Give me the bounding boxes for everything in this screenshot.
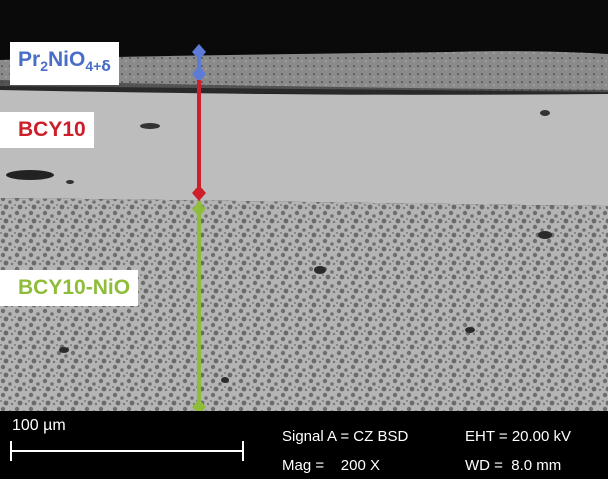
bcy10-layer (0, 90, 608, 206)
scale-bar-label: 100 µm (12, 417, 66, 434)
bcy10-label: BCY10 (0, 112, 94, 148)
scale-bar (10, 441, 244, 461)
bcyni-marker-top (192, 201, 206, 217)
bcy-pore (6, 170, 54, 180)
bcyni-pore (538, 231, 552, 239)
pr-label-delta: δ (101, 59, 111, 75)
wd-readout: WD = 8.0 mm (465, 457, 562, 474)
magnification-readout: Mag = 200 X (282, 457, 380, 474)
pr-nio-label: Pr2NiO4+δ (10, 42, 119, 85)
bcy10-nio-label: BCY10-NiO (0, 270, 139, 306)
pr-nio-layer (0, 51, 608, 92)
bcyni-pore (221, 377, 229, 383)
pr-label-sub2-text: 4+ (85, 58, 102, 74)
bcyni-pore (59, 347, 69, 353)
pr-marker-top (192, 44, 206, 60)
signal-readout: Signal A = CZ BSD (282, 428, 409, 445)
pr-label-sub2: 4+δ (85, 58, 111, 75)
pr-marker-bottom (192, 66, 206, 82)
bcy-pore (540, 110, 550, 116)
bcy-marker-bottom (192, 185, 206, 201)
eht-readout: EHT = 20.00 kV (465, 428, 572, 445)
pr-bcy-interface (0, 80, 608, 96)
pr-label-mid: NiO (47, 48, 86, 71)
pr-label-prefix: Pr (18, 48, 41, 71)
pr-label-sub1: 2 (40, 58, 48, 74)
sem-info-bar: 100 µm Signal A = CZ BSD Mag = 200 X EHT… (0, 411, 608, 479)
bcy-pore (140, 123, 160, 129)
bcy10-nio-layer (0, 198, 608, 411)
bcyni-pore (465, 327, 475, 333)
bcyni-pore (314, 266, 326, 274)
bcy-pore (66, 180, 74, 184)
